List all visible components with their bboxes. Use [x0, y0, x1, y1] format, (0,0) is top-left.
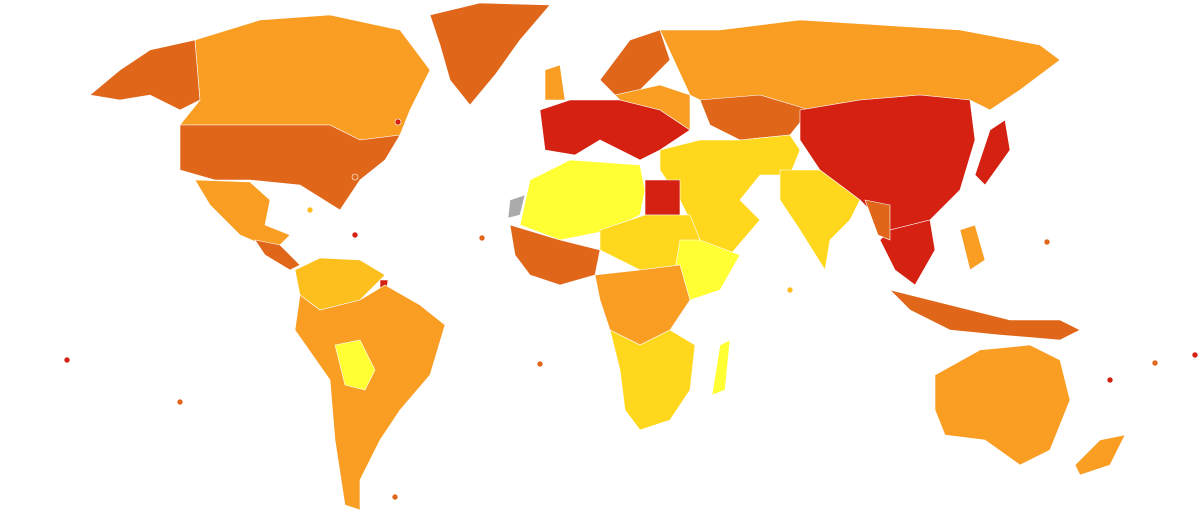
- island: [391, 493, 399, 501]
- western-sahara: [507, 194, 526, 219]
- united-states: [179, 124, 401, 211]
- madagascar: [711, 339, 731, 396]
- north-africa: [519, 159, 646, 241]
- eastern-europe: [614, 84, 691, 131]
- indonesia: [889, 289, 1081, 341]
- south-america: [294, 284, 446, 511]
- india: [779, 169, 861, 271]
- greenland: [429, 2, 551, 106]
- southeast-asia: [879, 219, 936, 286]
- island: [176, 398, 184, 406]
- southern-africa: [609, 329, 696, 431]
- japan: [974, 119, 1011, 186]
- uk-ireland: [544, 64, 566, 101]
- island: [1151, 359, 1159, 367]
- island: [394, 118, 402, 126]
- egypt: [644, 179, 681, 216]
- island: [1043, 238, 1051, 246]
- island: [478, 234, 486, 242]
- philippines: [959, 224, 986, 271]
- island: [1106, 376, 1114, 384]
- myanmar: [864, 199, 891, 241]
- island: [351, 231, 359, 239]
- island: [351, 173, 359, 181]
- australia: [934, 344, 1071, 466]
- middle-east-central-asia: [659, 134, 801, 256]
- china: [799, 94, 976, 231]
- canada: [179, 14, 431, 141]
- bolivia: [334, 339, 376, 391]
- central-america: [254, 239, 301, 271]
- new-zealand: [1074, 434, 1126, 476]
- island: [63, 356, 71, 364]
- mexico: [194, 179, 291, 251]
- island: [1191, 351, 1199, 359]
- island: [786, 286, 794, 294]
- island: [306, 206, 314, 214]
- island: [536, 360, 544, 368]
- west-africa: [509, 224, 601, 286]
